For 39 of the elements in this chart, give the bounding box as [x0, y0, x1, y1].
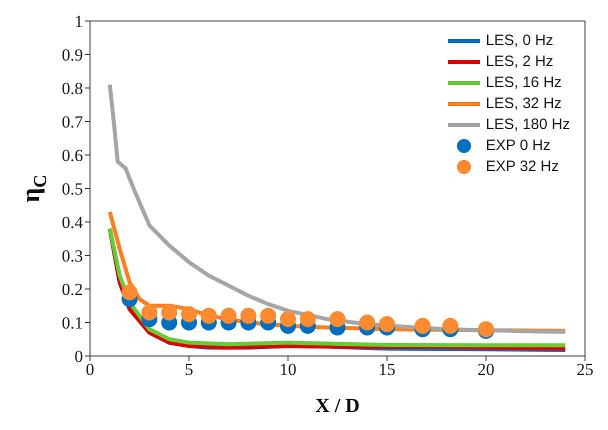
point: [379, 316, 395, 332]
x-tick-label: 25: [576, 360, 594, 380]
legend-label: LES, 32 Hz: [486, 95, 562, 112]
point: [359, 314, 376, 330]
x-tick-label: 15: [378, 360, 396, 380]
point: [141, 304, 158, 320]
y-tick-label: 0.4: [62, 213, 84, 232]
legend-label: LES, 2 Hz: [486, 53, 554, 70]
y-tick-label: 0.8: [62, 79, 83, 98]
point: [280, 311, 296, 328]
x-tick-label: 5: [184, 360, 194, 380]
legend-label: EXP 0 Hz: [486, 137, 551, 154]
y-tick-label: 0.2: [62, 280, 83, 300]
legend-label: LES, 180 Hz: [486, 116, 570, 133]
legend-label: LES, 0 Hz: [486, 32, 554, 49]
y-tick-label: 0.5: [62, 180, 83, 199]
point: [200, 308, 217, 324]
point: [414, 318, 431, 334]
y-tick-label: 0.1: [62, 314, 83, 333]
point: [181, 306, 197, 322]
point: [260, 308, 276, 324]
point: [161, 304, 178, 320]
point: [220, 308, 237, 324]
point: [442, 318, 458, 334]
x-axis-title: X / D: [315, 395, 360, 417]
y-tick-label: 1: [74, 12, 83, 32]
y-tick-label: 0.6: [62, 146, 83, 166]
y-tick-label: 0: [74, 347, 83, 366]
y-tick-label: 0.9: [62, 46, 83, 65]
y-tick-label: 0.3: [62, 246, 83, 266]
x-tick-label: 20: [478, 360, 494, 380]
y-tick-label: 0.7: [62, 112, 84, 132]
legend-label: LES, 16 Hz: [486, 74, 562, 91]
point: [122, 284, 138, 300]
point: [330, 311, 346, 328]
point: [240, 308, 256, 324]
point: [300, 311, 316, 328]
legend-label: EXP 32 Hz: [486, 158, 559, 175]
x-tick-label: 10: [280, 360, 296, 380]
